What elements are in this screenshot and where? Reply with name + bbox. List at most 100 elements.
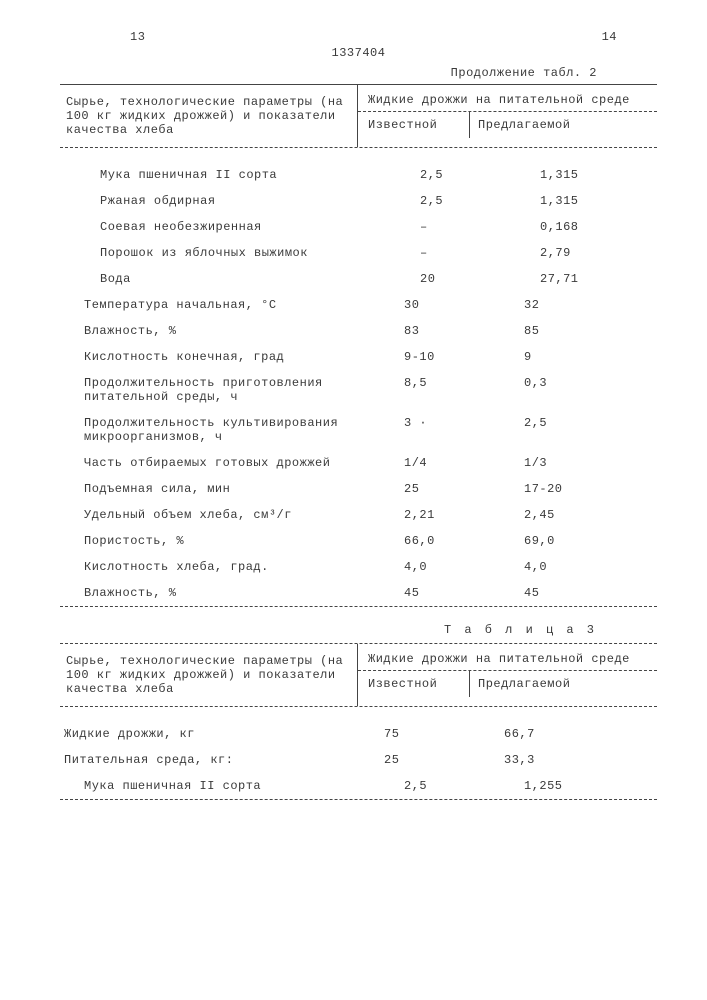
page-numbers: 13 14 — [60, 30, 657, 44]
row-value-1: 30 — [384, 298, 514, 312]
row-value-2: 0,168 — [530, 220, 657, 234]
table-row: Кислотность конечная, град9-109 — [60, 344, 657, 370]
row-label: Порошок из яблочных выжимок — [60, 246, 400, 260]
row-label: Мука пшеничная II сорта — [60, 779, 384, 793]
table-row: Влажность, %8385 — [60, 318, 657, 344]
row-label: Вода — [60, 272, 400, 286]
row-value-2: 45 — [514, 586, 657, 600]
t2-header-right-top: Жидкие дрожжи на питательной среде — [358, 85, 657, 112]
table-row: Пористость, %66,069,0 — [60, 528, 657, 554]
table-row: Часть отбираемых готовых дрожжей1/41/3 — [60, 450, 657, 476]
t2-col1-header: Известной — [358, 112, 470, 138]
row-value-1: 2,21 — [384, 508, 514, 522]
table-row: Соевая необезжиренная–0,168 — [60, 214, 657, 240]
row-value-1: 25 — [384, 482, 514, 496]
row-label: Пористость, % — [60, 534, 384, 548]
table-3-header: Сырье, технологические параметры (на 100… — [60, 644, 657, 707]
t2-col2-header: Предлагаемой — [470, 112, 657, 138]
row-label: Кислотность конечная, град — [60, 350, 384, 364]
row-value-2: 1,315 — [530, 194, 657, 208]
table-row: Ржаная обдирная2,51,315 — [60, 188, 657, 214]
row-label: Питательная среда, кг: — [60, 753, 364, 767]
row-value-1: 2,5 — [384, 779, 514, 793]
row-label: Продолжительность культивирования микроо… — [60, 416, 384, 444]
row-value-2: 66,7 — [494, 727, 657, 741]
row-value-2: 27,71 — [530, 272, 657, 286]
table-2-header: Сырье, технологические параметры (на 100… — [60, 85, 657, 148]
table-row: Влажность, %4545 — [60, 580, 657, 606]
row-label: Удельный объем хлеба, см³/г — [60, 508, 384, 522]
row-value-1: 8,5 — [384, 376, 514, 404]
row-value-1: 4,0 — [384, 560, 514, 574]
row-value-1: 45 — [384, 586, 514, 600]
row-label: Влажность, % — [60, 586, 384, 600]
t2-header-left: Сырье, технологические параметры (на 100… — [60, 85, 358, 147]
table-row: Продолжительность культивирования микроо… — [60, 410, 657, 450]
row-value-2: 85 — [514, 324, 657, 338]
row-label: Жидкие дрожжи, кг — [60, 727, 364, 741]
row-value-1: 75 — [364, 727, 494, 741]
table-row: Подъемная сила, мин2517-20 — [60, 476, 657, 502]
t3-header-right: Жидкие дрожжи на питательной среде Извес… — [358, 644, 657, 706]
row-label: Соевая необезжиренная — [60, 220, 400, 234]
table-row: Удельный объем хлеба, см³/г2,212,45 — [60, 502, 657, 528]
row-value-1: 25 — [364, 753, 494, 767]
row-value-2: 1,315 — [530, 168, 657, 182]
row-value-2: 69,0 — [514, 534, 657, 548]
row-label: Влажность, % — [60, 324, 384, 338]
row-value-1: 66,0 — [384, 534, 514, 548]
row-value-2: 2,5 — [514, 416, 657, 444]
row-value-1: 83 — [384, 324, 514, 338]
table-3: Сырье, технологические параметры (на 100… — [60, 644, 657, 800]
t2-header-right: Жидкие дрожжи на питательной среде Извес… — [358, 85, 657, 147]
t3-header-left: Сырье, технологические параметры (на 100… — [60, 644, 358, 706]
table-row: Вода2027,71 — [60, 266, 657, 292]
row-value-1: 1/4 — [384, 456, 514, 470]
table-row: Питательная среда, кг:2533,3 — [60, 747, 657, 773]
table-row: Мука пшеничная II сорта2,51,315 — [60, 162, 657, 188]
t3-col1-header: Известной — [358, 671, 470, 697]
row-value-2: 33,3 — [494, 753, 657, 767]
row-value-1: 3 · — [384, 416, 514, 444]
row-value-1: 2,5 — [400, 194, 530, 208]
table-row: Температура начальная, °С3032 — [60, 292, 657, 318]
t3-header-right-top: Жидкие дрожжи на питательной среде — [358, 644, 657, 671]
row-value-2: 17-20 — [514, 482, 657, 496]
row-label: Подъемная сила, мин — [60, 482, 384, 496]
row-value-2: 2,45 — [514, 508, 657, 522]
row-value-2: 9 — [514, 350, 657, 364]
table-3-caption: Т а б л и ц а 3 — [60, 623, 657, 637]
table-row: Кислотность хлеба, град.4,04,0 — [60, 554, 657, 580]
row-value-2: 2,79 — [530, 246, 657, 260]
row-label: Часть отбираемых готовых дрожжей — [60, 456, 384, 470]
row-value-2: 1/3 — [514, 456, 657, 470]
row-value-2: 4,0 — [514, 560, 657, 574]
row-label: Ржаная обдирная — [60, 194, 400, 208]
page-left: 13 — [130, 30, 145, 44]
row-value-2: 32 — [514, 298, 657, 312]
page-right: 14 — [602, 30, 617, 44]
row-value-1: 9-10 — [384, 350, 514, 364]
table-row: Порошок из яблочных выжимок–2,79 — [60, 240, 657, 266]
t2-header-right-bottom: Известной Предлагаемой — [358, 112, 657, 138]
row-label: Мука пшеничная II сорта — [60, 168, 400, 182]
t3-col2-header: Предлагаемой — [470, 671, 657, 697]
row-value-2: 1,255 — [514, 779, 657, 793]
table-3-body: Жидкие дрожжи, кг7566,7Питательная среда… — [60, 721, 657, 799]
table-2: Сырье, технологические параметры (на 100… — [60, 84, 657, 607]
doc-number: 1337404 — [60, 46, 657, 60]
table-2-body: Мука пшеничная II сорта2,51,315Ржаная об… — [60, 162, 657, 606]
row-label: Температура начальная, °С — [60, 298, 384, 312]
row-value-1: – — [400, 220, 530, 234]
table-row: Жидкие дрожжи, кг7566,7 — [60, 721, 657, 747]
row-value-1: 2,5 — [400, 168, 530, 182]
continuation-label: Продолжение табл. 2 — [60, 66, 657, 80]
table-row: Продолжительность приготовления питатель… — [60, 370, 657, 410]
row-value-1: 20 — [400, 272, 530, 286]
row-value-1: – — [400, 246, 530, 260]
row-value-2: 0,3 — [514, 376, 657, 404]
row-label: Продолжительность приготовления питатель… — [60, 376, 384, 404]
row-label: Кислотность хлеба, град. — [60, 560, 384, 574]
table-row: Мука пшеничная II сорта2,51,255 — [60, 773, 657, 799]
t3-header-right-bottom: Известной Предлагаемой — [358, 671, 657, 697]
